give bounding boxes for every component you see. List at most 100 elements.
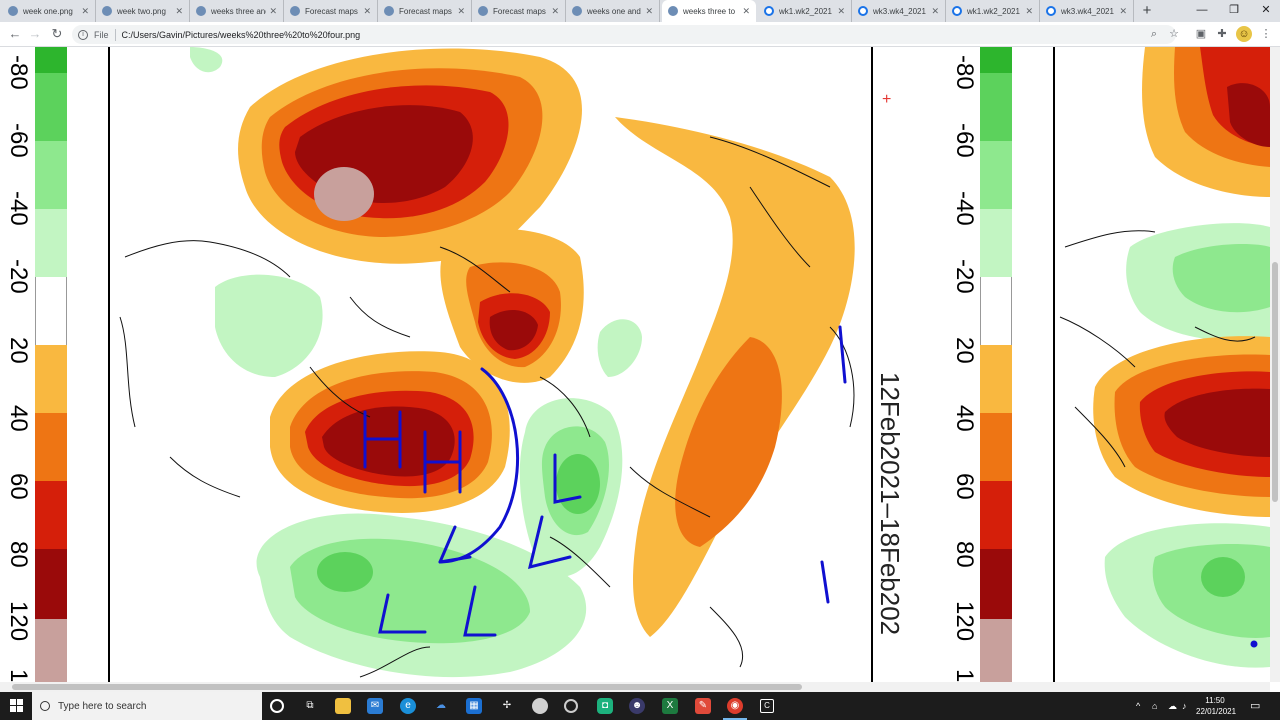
scale-label: 20 (951, 337, 978, 364)
tab-week-two[interactable]: week two.png ✕ (96, 0, 190, 22)
mail-icon[interactable]: ✉ (367, 698, 383, 714)
minimize-button[interactable]: — (1196, 4, 1208, 16)
close-tab-icon[interactable]: ✕ (457, 5, 465, 16)
close-tab-icon[interactable]: ✕ (837, 5, 845, 16)
extensions-puzzle-icon[interactable]: ✚ (1217, 28, 1227, 40)
close-tab-icon[interactable]: ✕ (1025, 5, 1033, 16)
scrollbar-thumb[interactable] (12, 684, 802, 690)
extra-icon[interactable]: ◘ (597, 698, 613, 714)
tab-weeks-one-and[interactable]: weeks one and ✕ (566, 0, 660, 22)
scale-swatch (980, 73, 1012, 141)
search-icon (40, 701, 50, 711)
horizontal-scrollbar[interactable] (0, 682, 1270, 692)
scale-label: 40 (951, 405, 978, 432)
scale-swatch (980, 141, 1012, 209)
scale-swatch (35, 209, 67, 277)
scale-swatch (980, 345, 1012, 413)
reload-button[interactable]: ↻ (51, 26, 63, 41)
address-url[interactable]: C:/Users/Gavin/Pictures/weeks%20three%20… (121, 29, 361, 40)
notifications-icon[interactable]: ▭ (1250, 700, 1261, 712)
maps-icon[interactable] (564, 699, 578, 713)
scale-label: -20 (951, 259, 978, 294)
close-tab-icon[interactable]: ✕ (269, 5, 277, 16)
forward-button[interactable]: → (28, 26, 42, 41)
menu-kebab-icon[interactable]: ⋮ (1260, 28, 1272, 40)
network-icon[interactable]: ☁ (1168, 701, 1177, 711)
tab-weeks-three-to[interactable]: weeks three to ✕ (662, 0, 756, 22)
scale-swatch (35, 619, 67, 682)
volume-icon[interactable]: ♪ (1182, 701, 1187, 711)
taskbar-clock[interactable]: 11:50 22/01/2021 (1196, 695, 1236, 717)
browser-toolbar: ← → ↻ i File C:/Users/Gavin/Pictures/wee… (0, 22, 1280, 47)
onedrive-icon[interactable]: ☁ (436, 700, 446, 711)
file-explorer-icon[interactable] (335, 698, 351, 714)
scale-swatch (35, 277, 67, 345)
address-scheme: File (94, 29, 109, 40)
globe-icon (952, 6, 962, 16)
image-icon (478, 6, 488, 16)
back-button[interactable]: ← (8, 26, 22, 41)
scale-swatch (35, 73, 67, 141)
tab-wk3-wk4-b[interactable]: wk3.wk4_2021 ✕ (1040, 0, 1134, 22)
edge-icon[interactable]: e (400, 698, 416, 714)
info-icon[interactable]: i (78, 29, 88, 40)
teams-icon[interactable]: ✢ (502, 700, 512, 711)
scale-label: 120 (5, 601, 32, 642)
excel-icon[interactable]: X (662, 698, 678, 714)
tab-wk1-wk2-b[interactable]: wk1.wk2_2021 ✕ (946, 0, 1040, 22)
scale-label: -80 (951, 55, 978, 90)
new-tab-button[interactable]: + (1142, 2, 1152, 19)
cortana-icon[interactable] (270, 699, 284, 713)
snip-icon[interactable]: ✎ (695, 698, 711, 714)
task-view-icon[interactable]: ⧉ (306, 700, 314, 711)
tab-forecast-maps-2[interactable]: Forecast maps ✕ (378, 0, 472, 22)
maximize-button[interactable]: ❐ (1229, 4, 1239, 16)
calendar-icon[interactable]: ▦ (466, 698, 482, 714)
extension-icon[interactable]: ▣ (1195, 28, 1207, 40)
scale-swatch (35, 141, 67, 209)
image-icon (196, 6, 206, 16)
image-icon (102, 6, 112, 16)
globe-icon (764, 6, 774, 16)
user-app-icon[interactable]: ☻ (629, 698, 645, 714)
close-tab-icon[interactable]: ✕ (175, 5, 183, 16)
close-tab-icon[interactable]: ✕ (931, 5, 939, 16)
photos-icon[interactable] (532, 698, 548, 714)
tab-wk1-wk2-a[interactable]: wk1.wk2_2021 ✕ (758, 0, 852, 22)
tab-wk3-wk4-a[interactable]: wk3.wk4_2021 ✕ (852, 0, 946, 22)
scale-swatch (980, 413, 1012, 481)
tab-weeks-three-and[interactable]: weeks three and ✕ (190, 0, 284, 22)
chrome-icon[interactable]: ◉ (723, 698, 747, 720)
scale-label: 60 (5, 473, 32, 500)
tab-forecast-maps-3[interactable]: Forecast maps ✕ (472, 0, 566, 22)
vertical-scrollbar[interactable] (1270, 47, 1280, 682)
zoom-icon[interactable]: ⌕ (1150, 28, 1158, 40)
tab-week-one[interactable]: week one.png ✕ (2, 0, 96, 22)
close-tab-icon[interactable]: ✕ (81, 5, 89, 16)
address-bar[interactable]: i File C:/Users/Gavin/Pictures/weeks%20t… (72, 25, 1176, 44)
close-tab-icon[interactable]: ✕ (551, 5, 559, 16)
second-forecast-map (1059, 47, 1270, 668)
scale-label: -80 (5, 55, 32, 90)
close-tab-icon[interactable]: ✕ (742, 5, 750, 16)
close-window-button[interactable]: ✕ (1261, 4, 1271, 16)
address-separator (114, 28, 116, 41)
scrollbar-thumb[interactable] (1272, 262, 1278, 502)
close-tab-icon[interactable]: ✕ (1119, 5, 1127, 16)
close-tab-icon[interactable]: ✕ (363, 5, 371, 16)
scale-label: 80 (951, 541, 978, 568)
close-tab-icon[interactable]: ✕ (645, 5, 653, 16)
scale-label: 40 (5, 405, 32, 432)
start-button[interactable] (10, 699, 24, 713)
taskbar-search[interactable]: Type here to search (32, 692, 262, 720)
scale-label: -20 (5, 259, 32, 294)
device-icon[interactable]: ⌂ (1152, 701, 1158, 711)
scale-label: -40 (951, 191, 978, 226)
windows-taskbar: Type here to search ⧉ ✉ e ☁ ▦ ✢ ◘ ☻ X ✎ … (0, 692, 1280, 720)
tab-forecast-maps-1[interactable]: Forecast maps ✕ (284, 0, 378, 22)
terminal-icon[interactable]: C (760, 699, 774, 713)
bookmark-star-icon[interactable]: ☆ (1169, 28, 1179, 40)
globe-icon (1046, 6, 1056, 16)
profile-avatar-icon[interactable]: ☺ (1236, 26, 1252, 42)
tray-chevron-icon[interactable]: ^ (1136, 701, 1141, 711)
